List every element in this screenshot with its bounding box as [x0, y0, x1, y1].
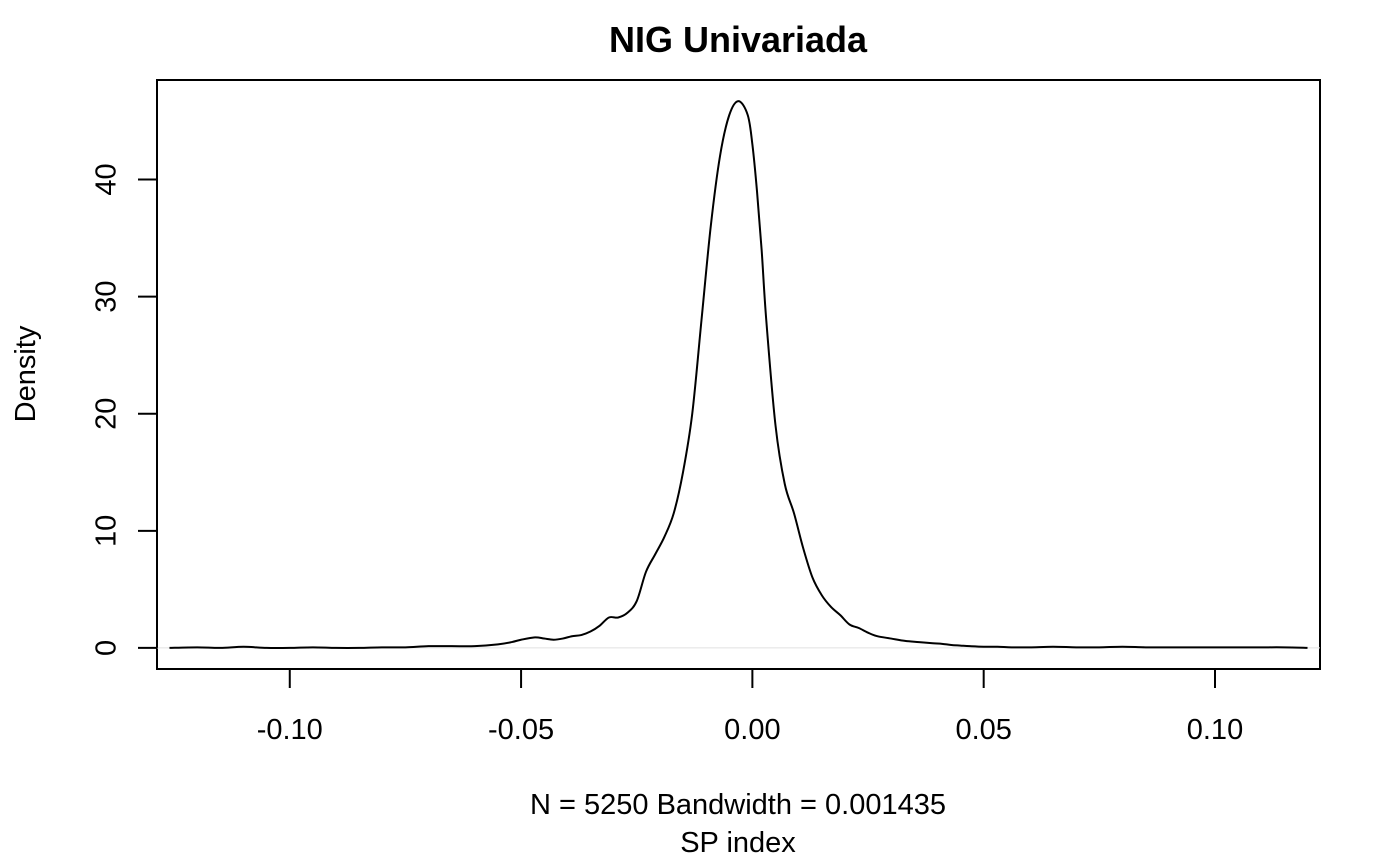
- y-axis-label: Density: [10, 325, 42, 422]
- x-axis-label: SP index: [680, 827, 796, 859]
- y-tick-label: 0: [91, 640, 123, 656]
- density-curve: [169, 100, 1308, 650]
- x-tick-label: 0.00: [724, 714, 780, 746]
- sample-info-label: N = 5250 Bandwidth = 0.001435: [530, 789, 946, 821]
- plot-frame: [156, 79, 1321, 670]
- y-tick-label: 10: [91, 515, 123, 547]
- chart-title: NIG Univariada: [609, 19, 868, 60]
- x-tick-label: 0.10: [1187, 714, 1243, 746]
- y-tick-label: 30: [91, 280, 123, 312]
- y-tick-label: 20: [91, 398, 123, 430]
- x-tick-label: -0.10: [257, 714, 323, 746]
- y-axis: 0 10 20 30 40: [91, 163, 158, 656]
- x-axis: -0.10 -0.05 0.00 0.05 0.10: [257, 668, 1243, 746]
- y-tick-label: 40: [91, 163, 123, 195]
- x-tick-label: 0.05: [955, 714, 1011, 746]
- x-tick-label: -0.05: [488, 714, 554, 746]
